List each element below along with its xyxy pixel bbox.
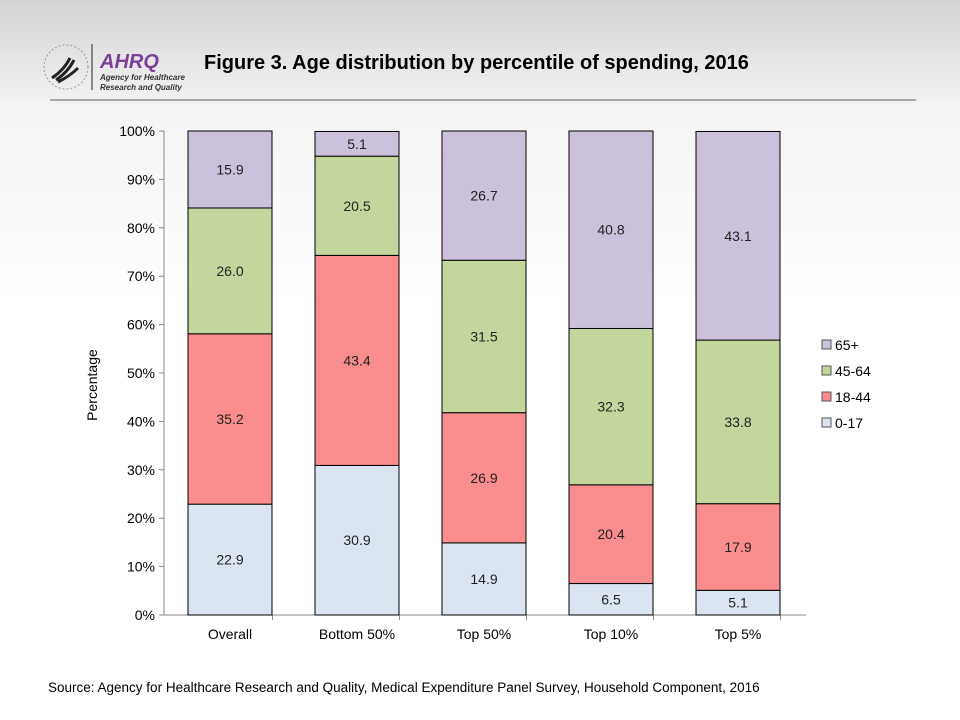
bar-segment-65+ [568, 130, 654, 329]
bar-segment-18-44 [441, 412, 527, 544]
y-tick-label: 40% [127, 413, 155, 429]
y-tick-label: 0% [135, 607, 155, 623]
data-label: 43.4 [343, 352, 370, 368]
bar-segment-45-64 [568, 327, 654, 486]
x-tick-label: Top 5% [715, 626, 762, 642]
source-note: Source: Agency for Healthcare Research a… [48, 680, 760, 695]
data-label: 26.7 [470, 188, 497, 204]
y-axis-label: Percentage [84, 349, 100, 421]
data-label: 26.9 [470, 470, 497, 486]
x-tick-label: Bottom 50% [319, 626, 395, 642]
y-tick-label: 10% [127, 559, 155, 575]
bar-segment-65+ [695, 130, 781, 341]
data-label: 43.1 [724, 228, 751, 244]
data-label: 5.1 [347, 136, 367, 152]
y-tick-label: 60% [127, 317, 155, 333]
bar-segment-45-64 [441, 259, 527, 414]
data-label: 20.5 [343, 198, 370, 214]
svg-text:AHRQ: AHRQ [99, 51, 159, 73]
y-tick-label: 100% [119, 123, 155, 139]
bar-segment-45-64 [314, 155, 400, 256]
bar-segment-18-44 [568, 484, 654, 585]
legend-swatch-45-64 [821, 365, 832, 376]
data-label: 22.9 [216, 552, 243, 568]
data-label: 35.2 [216, 411, 243, 427]
data-label: 17.9 [724, 539, 751, 555]
x-tick-label: Top 50% [457, 626, 511, 642]
data-label: 5.1 [728, 595, 748, 611]
bar-segment-18-44 [187, 333, 273, 505]
data-label: 15.9 [216, 161, 243, 177]
y-tick-label: 50% [127, 365, 155, 381]
legend-swatch-18-44 [821, 391, 832, 402]
data-label: 32.3 [597, 399, 624, 415]
bar-segment-0-17 [441, 542, 527, 616]
bar-segment-18-44 [314, 254, 400, 466]
divider [50, 99, 916, 101]
bar-segment-0-17 [314, 464, 400, 616]
legend-label: 18-44 [835, 389, 871, 405]
data-label: 30.9 [343, 532, 370, 548]
bar-segment-0-17 [187, 503, 273, 616]
legend-label: 45-64 [835, 363, 871, 379]
data-label: 40.8 [597, 222, 624, 238]
svg-text:Agency for Healthcare: Agency for Healthcare [99, 73, 185, 82]
bar-segment-0-17 [568, 583, 654, 616]
ahrq-logo: AHRQ Agency for Healthcare Research and … [43, 44, 185, 92]
y-tick-label: 90% [127, 171, 155, 187]
legend-swatch-65+ [821, 339, 832, 350]
y-tick-label: 70% [127, 268, 155, 284]
bar-segment-0-17 [695, 589, 781, 616]
x-tick-label: Overall [208, 626, 252, 642]
legend-label: 65+ [835, 337, 859, 353]
data-label: 31.5 [470, 328, 497, 344]
legend-swatch-0-17 [821, 417, 832, 428]
bar-segment-65+ [441, 130, 527, 261]
x-tick-label: Top 10% [584, 626, 638, 642]
data-label: 20.4 [597, 526, 624, 542]
legend-label: 0-17 [835, 415, 863, 431]
data-label: 6.5 [601, 591, 621, 607]
svg-text:Research and Quality: Research and Quality [100, 83, 182, 92]
bar-segment-45-64 [187, 207, 273, 335]
chart-title: Figure 3. Age distribution by percentile… [204, 52, 749, 74]
bar-segment-65+ [187, 130, 273, 209]
data-label: 26.0 [216, 263, 243, 279]
y-tick-label: 30% [127, 462, 155, 478]
data-label: 14.9 [470, 571, 497, 587]
data-label: 33.8 [724, 414, 751, 430]
bar-segment-45-64 [695, 339, 781, 505]
y-tick-label: 20% [127, 510, 155, 526]
bar-segment-65+ [314, 130, 400, 157]
y-tick-label: 80% [127, 220, 155, 236]
